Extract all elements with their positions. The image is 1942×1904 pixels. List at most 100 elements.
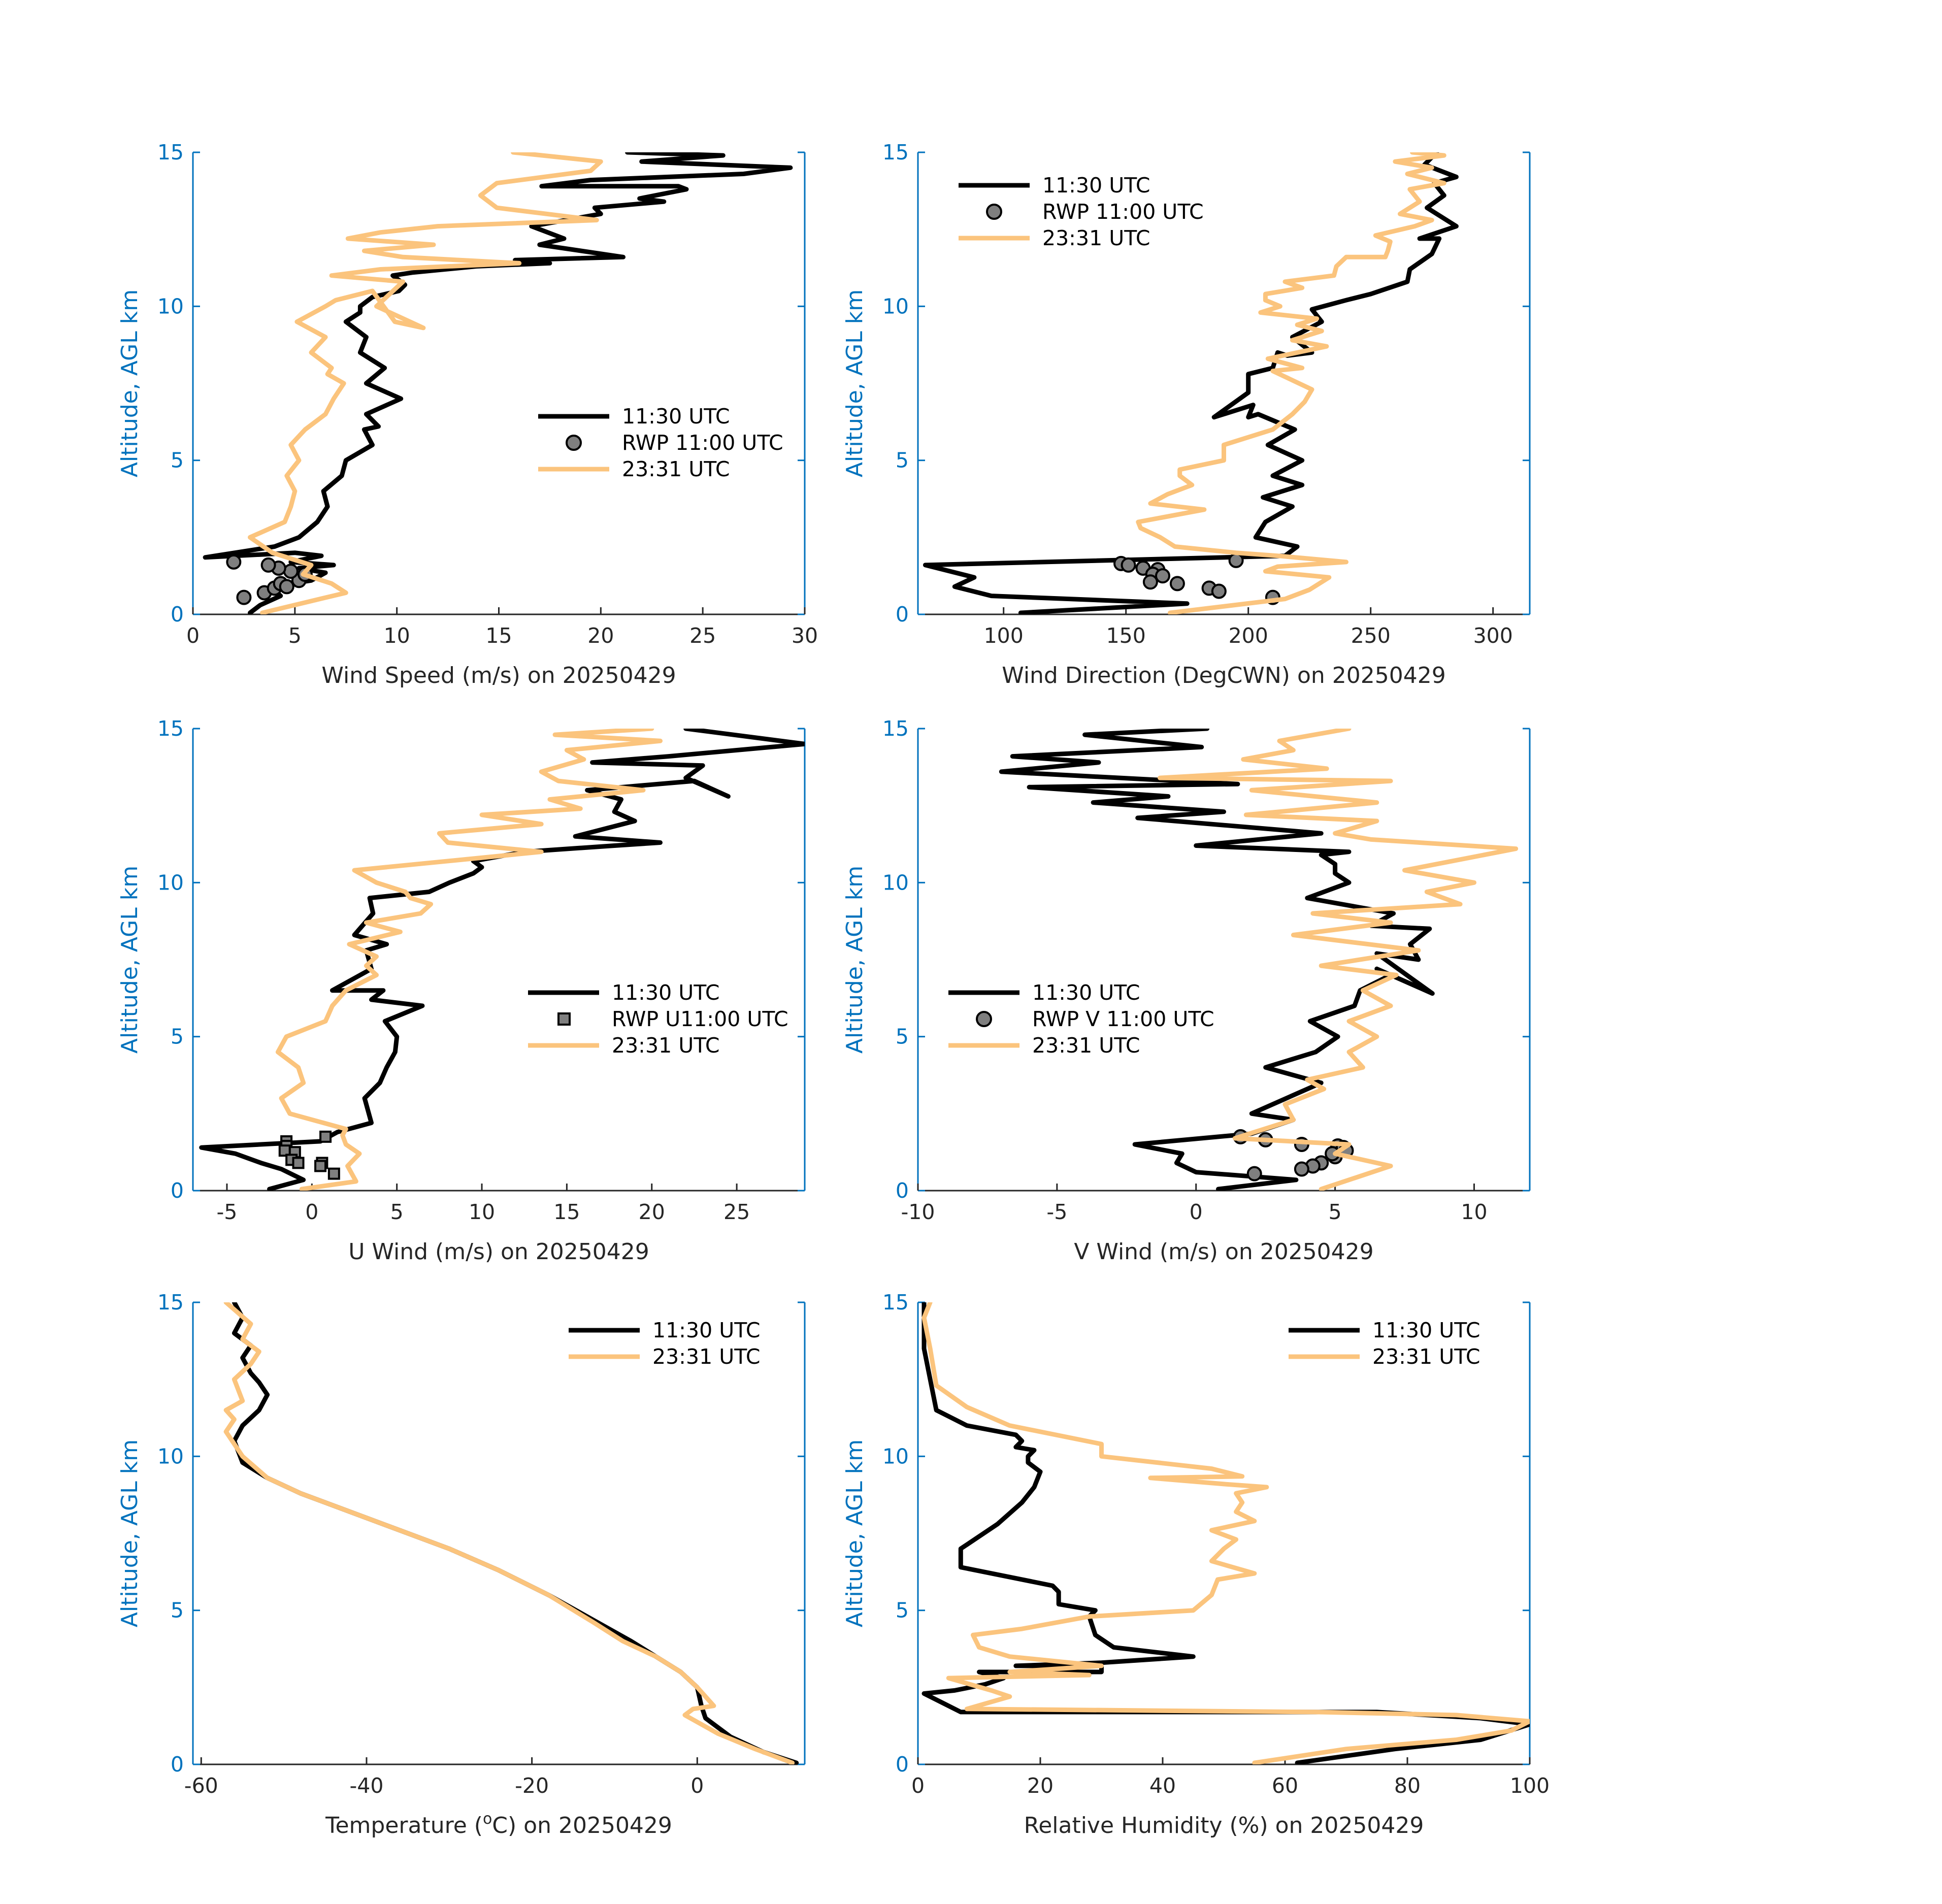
- x-axis-label: U Wind (m/s) on 20250429: [348, 1239, 649, 1265]
- legend-label: RWP 11:00 UTC: [622, 431, 783, 455]
- x-tick-label: 60: [1272, 1774, 1298, 1798]
- series-line-sonde_1130: [921, 1302, 1530, 1764]
- y-tick-label: 10: [882, 1444, 909, 1468]
- rwp-point: [1228, 552, 1244, 568]
- wind-speed-panel: 0 5 10 15 0 5 10 15 20 25 30 Wind Speed (m/s) on 20…: [117, 140, 818, 688]
- x-tick-label: 5: [288, 623, 302, 648]
- rwp-point: [319, 1130, 332, 1143]
- legend-label: 11:30 UTC: [1032, 980, 1140, 1005]
- y-tick-label: 10: [882, 294, 909, 318]
- legend-label: 11:30 UTC: [652, 1318, 760, 1342]
- rwp-point: [1211, 583, 1227, 599]
- x-tick-label: 0: [1190, 1200, 1203, 1224]
- temperature-panel: 0 5 10 15 -60 -40 -20 0 Temperature (oC) on 2025…: [117, 1290, 806, 1839]
- x-tick-label: -5: [1046, 1200, 1067, 1224]
- y-tick-label: 0: [171, 602, 184, 627]
- x-axis-label: Temperature (oC) on 20250429: [325, 1810, 672, 1839]
- series-line-sonde_2331: [1158, 729, 1519, 1191]
- y-axis-label: Altitude, AGL km: [842, 866, 868, 1054]
- y-tick-label: 15: [882, 716, 909, 741]
- x-axis-label: Wind Direction (DegCWN) on 20250429: [1002, 663, 1445, 688]
- series-line-sonde_1130: [232, 1302, 799, 1764]
- y-tick-label: 5: [171, 448, 184, 473]
- y-tick-label: 10: [882, 870, 909, 895]
- rwp-point: [292, 1157, 305, 1169]
- y-tick-label: 5: [171, 1025, 184, 1049]
- x-tick-label: 15: [485, 623, 512, 648]
- y-tick-label: 5: [896, 1025, 909, 1049]
- u-wind-panel: 0 5 10 15 -5 0 5 10 15 20 25 U Wind (m/s) on 202504…: [117, 716, 806, 1265]
- legend-label: 11:30 UTC: [622, 404, 730, 429]
- x-tick-label: 15: [553, 1200, 580, 1224]
- rwp-point: [236, 589, 252, 605]
- legend-label: 11:30 UTC: [612, 980, 719, 1005]
- x-tick-label: 20: [639, 1200, 665, 1224]
- y-axis-label: Altitude, AGL km: [842, 1439, 868, 1627]
- plot-area: [203, 152, 793, 614]
- legend-label: RWP U11:00 UTC: [612, 1007, 788, 1031]
- series-line-sonde_1130: [203, 152, 793, 614]
- plot-area: [223, 1302, 799, 1764]
- y-axis-label: Altitude, AGL km: [117, 289, 143, 477]
- y-tick-label: 15: [157, 716, 184, 741]
- legend-swatch: [566, 435, 582, 451]
- x-tick-label: 25: [723, 1200, 750, 1224]
- x-axis-label: Relative Humidity (%) on 20250429: [1024, 1813, 1424, 1839]
- rwp-point: [1294, 1161, 1309, 1177]
- x-axis-label: Wind Speed (m/s) on 20250429: [321, 663, 676, 688]
- x-tick-label: -5: [216, 1200, 237, 1224]
- x-tick-label: 100: [1510, 1774, 1550, 1798]
- legend-label: 11:30 UTC: [1372, 1318, 1480, 1342]
- y-tick-label: 15: [882, 140, 909, 165]
- x-tick-label: 0: [305, 1200, 318, 1224]
- x-tick-label: 150: [1106, 623, 1146, 648]
- rwp-point: [1121, 557, 1136, 573]
- y-tick-label: 5: [896, 1598, 909, 1623]
- x-tick-label: 30: [792, 623, 818, 648]
- legend-label: 23:31 UTC: [652, 1344, 760, 1369]
- plot-area: [199, 729, 805, 1191]
- x-tick-label: 5: [390, 1200, 404, 1224]
- x-tick-label: 10: [384, 623, 410, 648]
- legend-label: 23:31 UTC: [1032, 1033, 1140, 1058]
- series-line-sonde_2331: [1136, 152, 1446, 614]
- v-wind-panel: 0 5 10 15 -10 -5 0 5 10 V Wind (m/s) on 20250429 A…: [842, 716, 1531, 1265]
- series-line-sonde_2331: [248, 152, 603, 614]
- rwp-point: [1155, 568, 1170, 584]
- y-tick-label: 10: [157, 1444, 184, 1468]
- plot-area: [999, 729, 1519, 1191]
- plot-area: [921, 1302, 1530, 1764]
- x-tick-label: -40: [349, 1774, 383, 1798]
- series-line-sonde_2331: [921, 1302, 1530, 1764]
- x-tick-label: 0: [911, 1774, 925, 1798]
- rwp-point: [314, 1160, 327, 1172]
- legend-swatch: [557, 1012, 571, 1026]
- y-tick-label: 0: [896, 602, 909, 627]
- series-line-sonde_2331: [223, 1302, 795, 1764]
- y-axis-label: Altitude, AGL km: [117, 1439, 143, 1627]
- y-axis-label: Altitude, AGL km: [117, 866, 143, 1054]
- x-tick-label: -20: [515, 1774, 549, 1798]
- wind-direction-panel: 0 5 10 15 100 150 200 250 300 Wind Direction (Deg…: [842, 140, 1531, 688]
- y-tick-label: 0: [896, 1178, 909, 1203]
- rwp-point: [260, 557, 276, 573]
- legend-swatch: [986, 204, 1002, 220]
- y-tick-label: 0: [896, 1752, 909, 1777]
- x-tick-label: 300: [1473, 623, 1513, 648]
- relative-humidity-panel: 0 5 10 15 0 20 40 60 80 100 Relative Humidity (%) …: [842, 1290, 1550, 1839]
- x-tick-label: 0: [690, 1774, 704, 1798]
- x-tick-label: 5: [1329, 1200, 1342, 1224]
- y-tick-label: 15: [157, 140, 184, 165]
- plot-area: [923, 152, 1459, 614]
- rwp-point: [1169, 576, 1185, 592]
- x-tick-label: 40: [1149, 1774, 1176, 1798]
- legend-label: RWP 11:00 UTC: [1042, 200, 1204, 224]
- legend-label: 23:31 UTC: [612, 1033, 719, 1058]
- x-tick-label: -60: [184, 1774, 218, 1798]
